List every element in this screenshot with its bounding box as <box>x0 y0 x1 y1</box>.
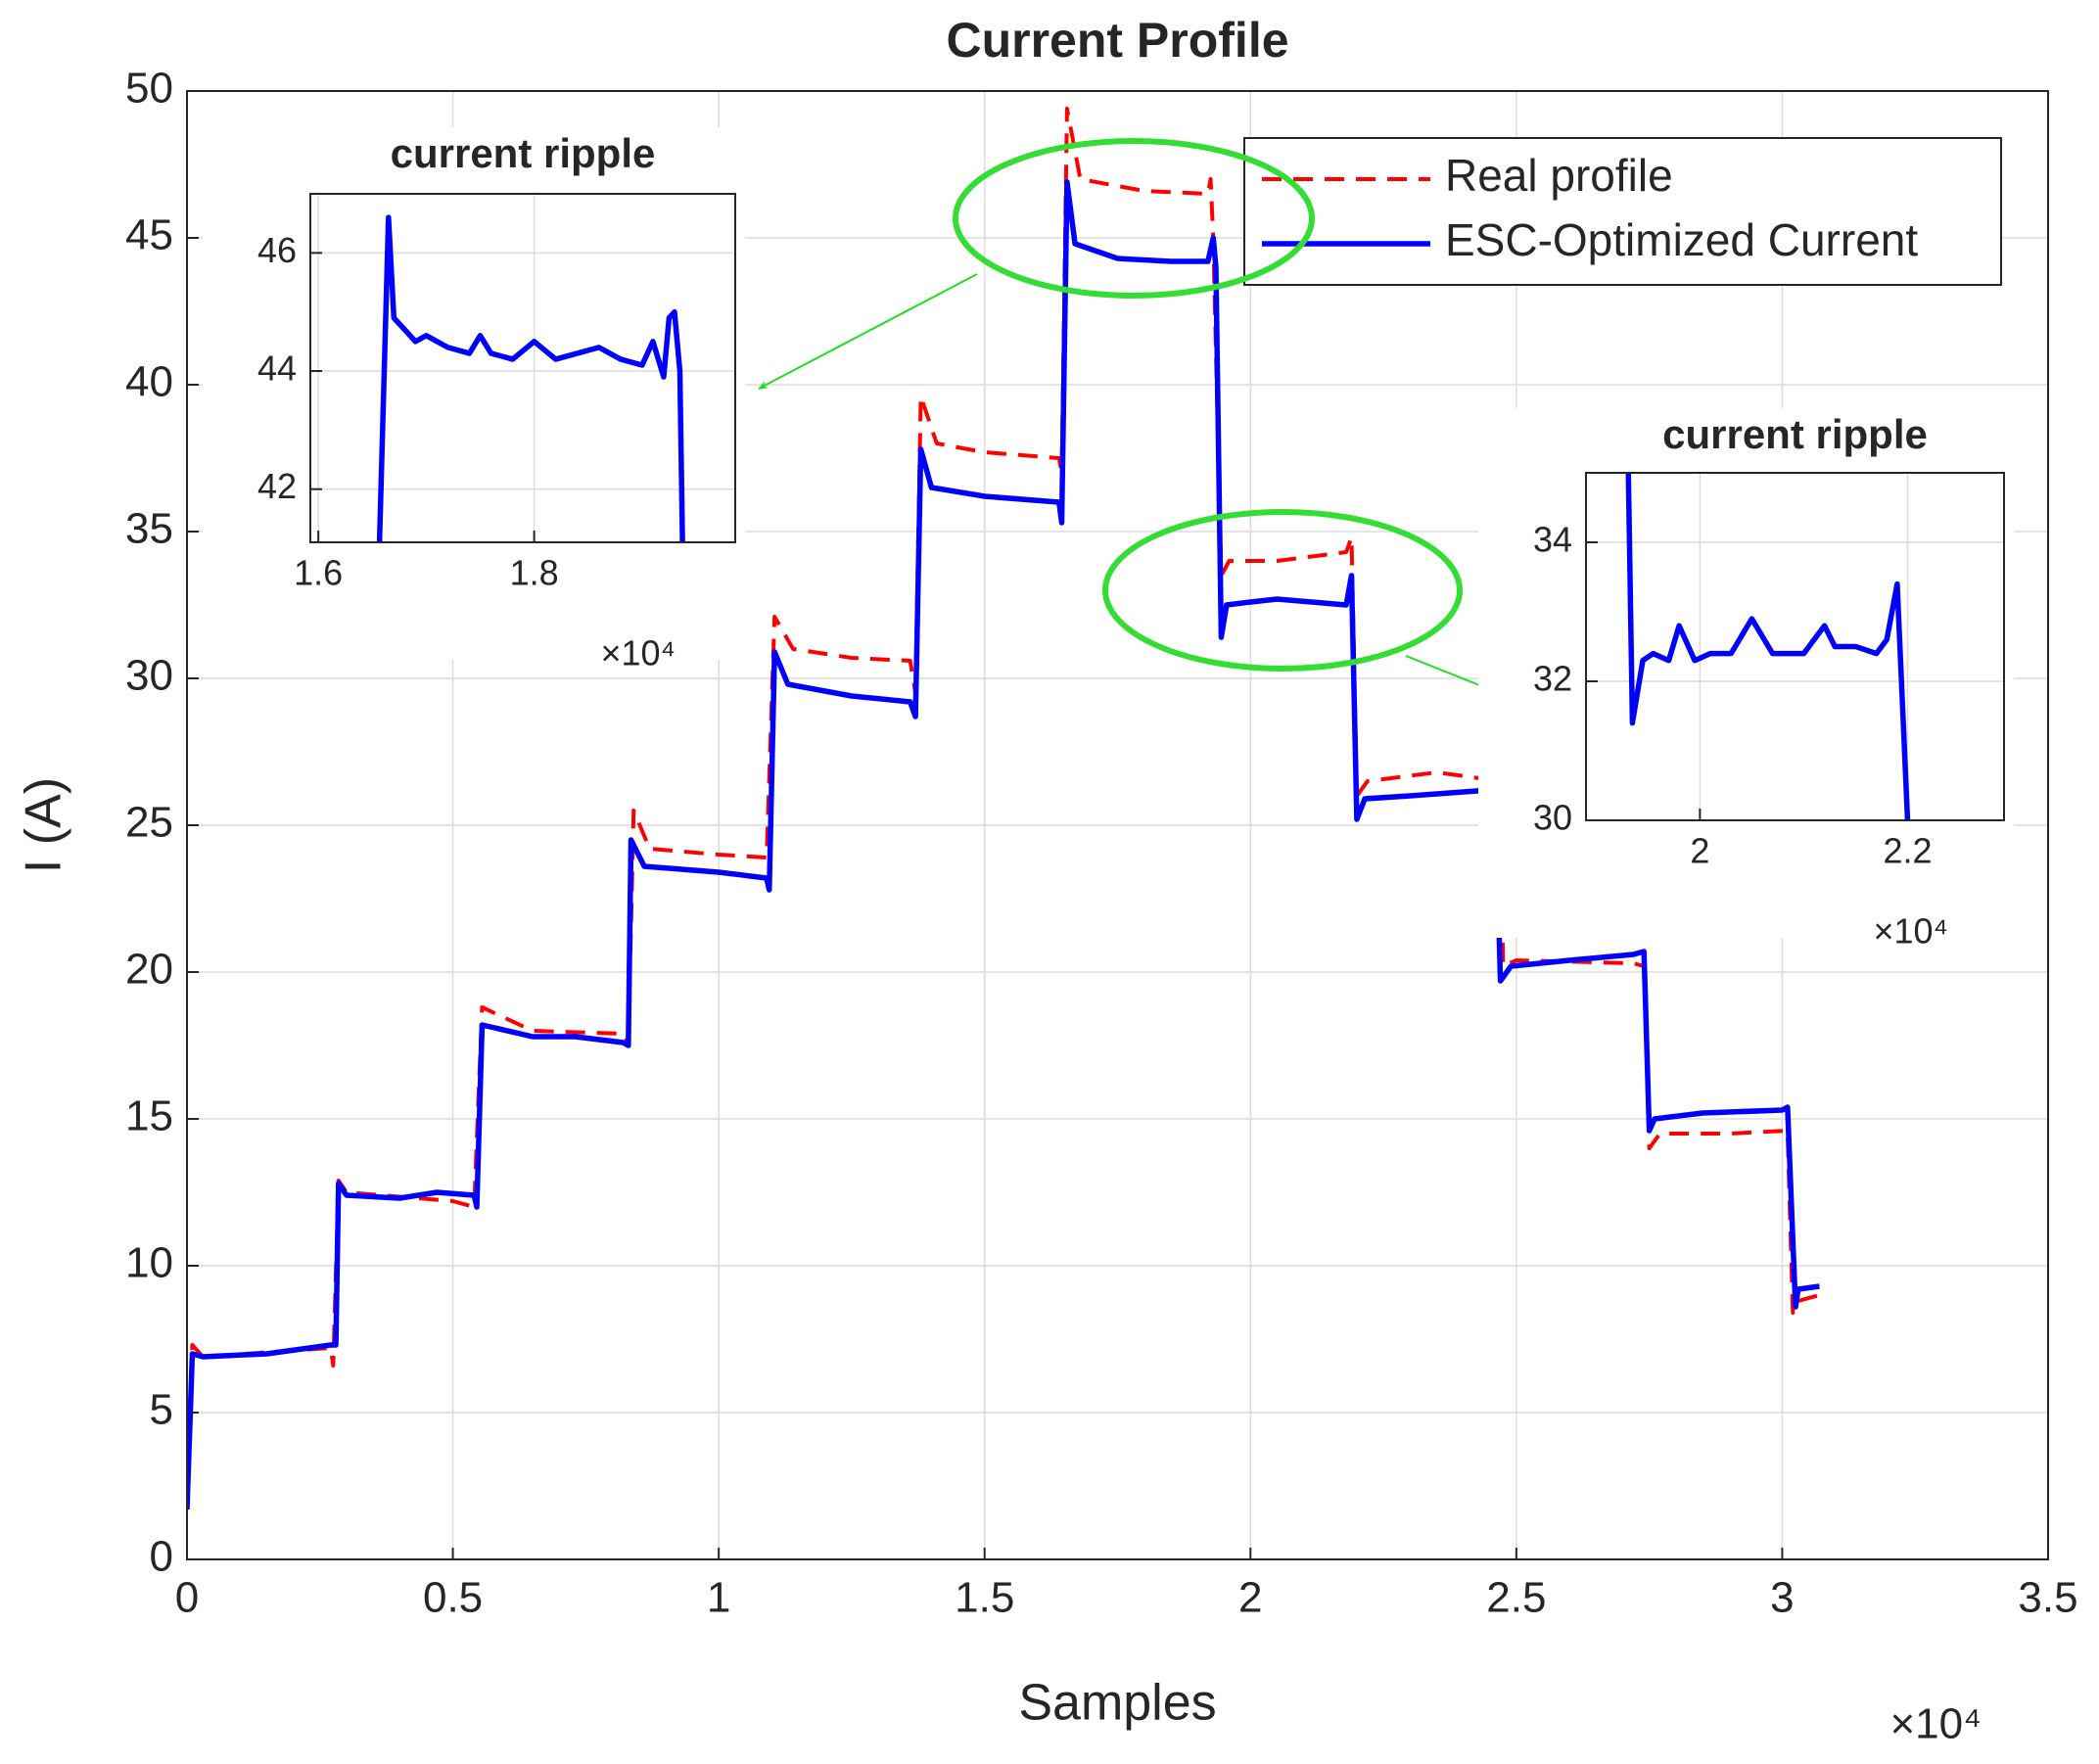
annotation-arrow <box>758 273 978 390</box>
axes-frame <box>309 193 736 543</box>
y-tick-label: 5 <box>150 1386 173 1434</box>
x-multiplier: ×10⁴ <box>1889 1700 1982 1748</box>
y-tick-label: 35 <box>125 505 173 553</box>
y-tick-label: 34 <box>1533 520 1572 560</box>
y-tick-label: 45 <box>125 211 173 259</box>
x-multiplier: ×10⁴ <box>1873 911 1948 952</box>
chart-title: Current Profile <box>946 13 1288 68</box>
x-tick-label: 1.6 <box>294 553 343 593</box>
chart-title: current ripple <box>391 130 656 176</box>
plot-area <box>310 194 735 542</box>
x-tick-label: 1.8 <box>510 553 559 593</box>
series-line <box>1625 473 1911 820</box>
y-tick-label: 10 <box>125 1239 173 1287</box>
x-axis-label: Samples <box>1018 1675 1216 1732</box>
plot-group <box>187 107 1820 1510</box>
x-tick-label: 1.5 <box>955 1573 1014 1621</box>
x-tick-label: 2 <box>1238 1573 1262 1621</box>
y-tick-label: 46 <box>257 230 297 270</box>
legend-label: Real profile <box>1445 150 1673 201</box>
x-tick-label: 2.2 <box>1883 831 1932 871</box>
x-tick-label: 1 <box>707 1573 730 1621</box>
y-tick-label: 30 <box>1533 798 1572 838</box>
x-tick-label: 3 <box>1770 1573 1794 1621</box>
x-multiplier: ×10⁴ <box>600 633 676 673</box>
chart-title: current ripple <box>1662 411 1928 457</box>
y-tick-label: 15 <box>125 1092 173 1140</box>
y-axis-label: I (A) <box>16 777 72 873</box>
plot-group <box>376 214 685 542</box>
series-line <box>187 179 1820 1510</box>
x-tick-label: 2.5 <box>1486 1573 1546 1621</box>
highlight-ellipse <box>1102 509 1463 672</box>
x-tick-label: 0.5 <box>423 1573 483 1621</box>
y-tick-label: 25 <box>125 799 173 847</box>
plot-group <box>1625 473 1911 820</box>
x-tick-label: 0 <box>175 1573 199 1621</box>
legend-label: ESC-Optimized Current <box>1445 214 1918 265</box>
axes-frame <box>1585 472 2005 821</box>
plot-area <box>1586 473 2004 820</box>
x-tick-label: 2 <box>1690 831 1709 871</box>
y-tick-label: 30 <box>125 652 173 700</box>
y-tick-label: 50 <box>125 65 173 113</box>
axes-frame <box>186 90 2049 1560</box>
y-tick-label: 42 <box>257 466 297 506</box>
legend-box <box>1243 137 2002 286</box>
y-tick-label: 44 <box>257 348 297 389</box>
highlight-ellipse <box>953 138 1315 299</box>
y-tick-label: 20 <box>125 946 173 994</box>
y-tick-label: 32 <box>1533 659 1572 699</box>
series-line <box>376 214 685 542</box>
y-tick-label: 40 <box>125 358 173 406</box>
y-tick-label: 0 <box>150 1533 173 1581</box>
x-tick-label: 3.5 <box>2018 1573 2077 1621</box>
